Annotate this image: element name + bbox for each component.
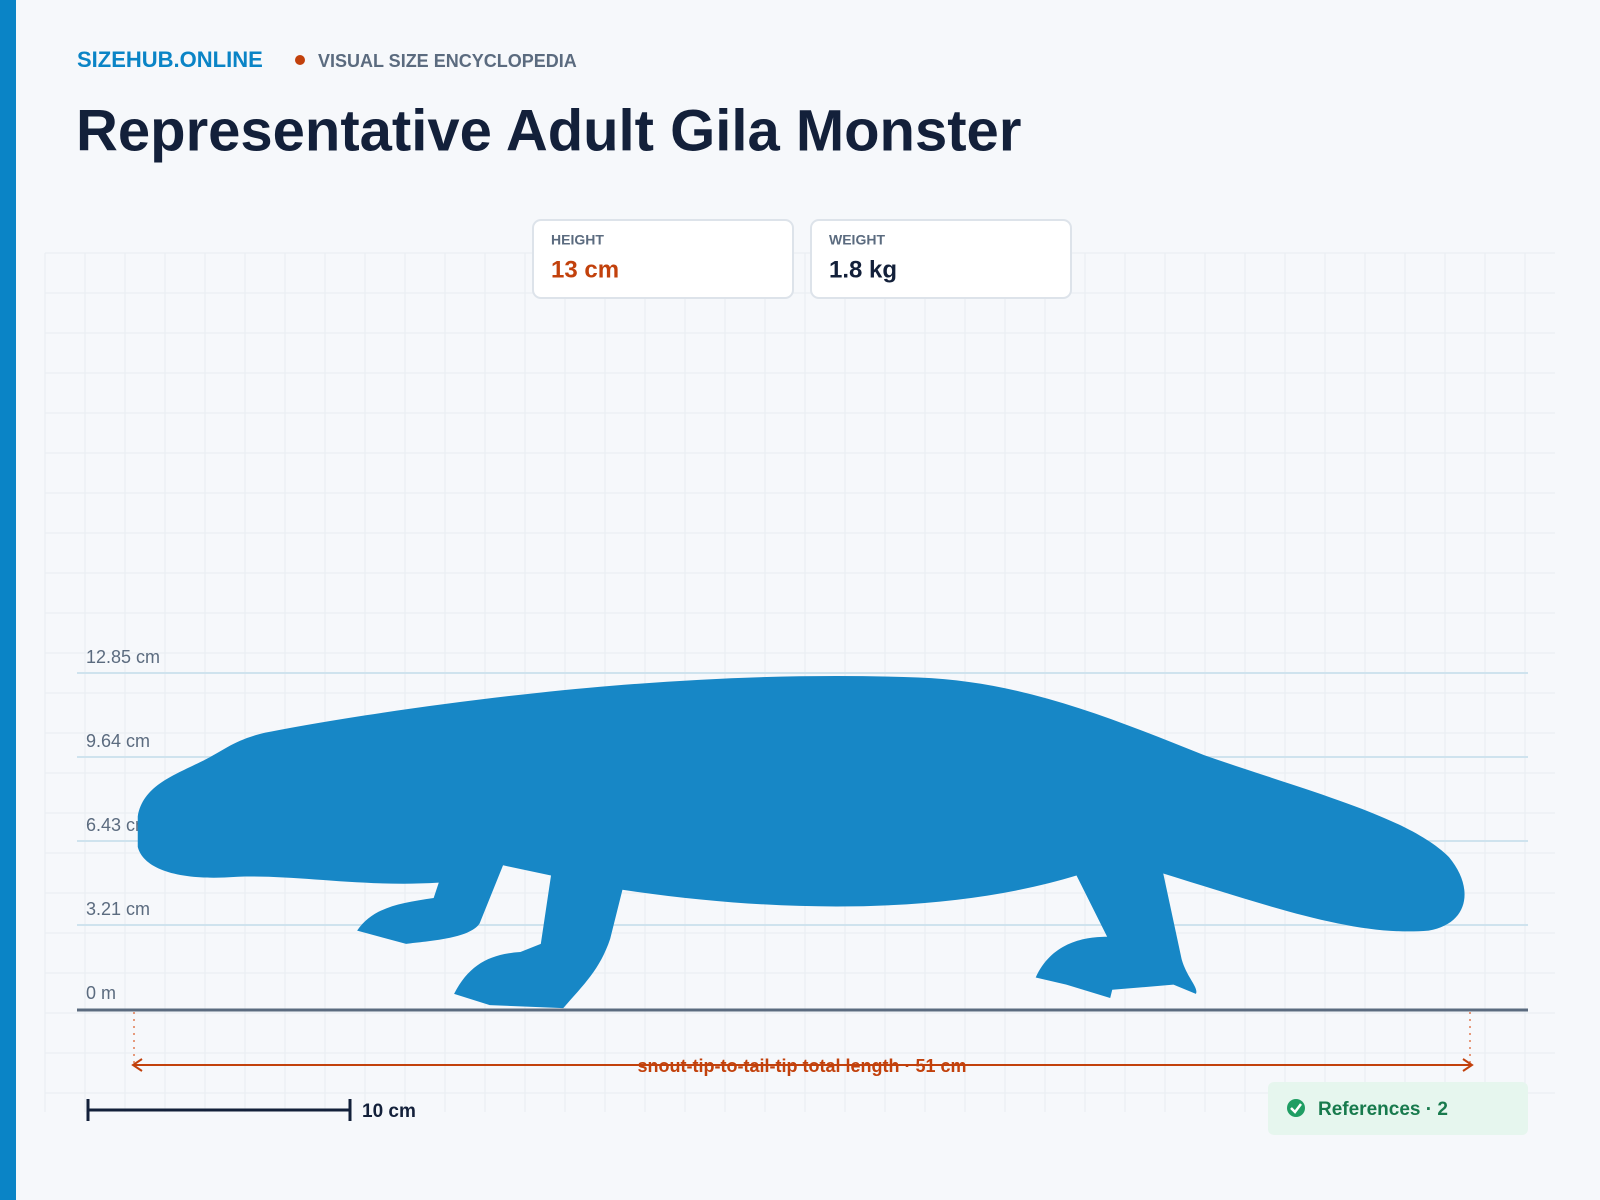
stat-card [532, 219, 794, 299]
height-label: 3.21 cm [86, 899, 150, 919]
accent-bar [0, 0, 16, 1200]
brand: SIZEHUB.ONLINE [77, 47, 263, 72]
check-icon [1287, 1099, 1305, 1117]
references[interactable]: References · 2 [1318, 1099, 1448, 1120]
height-label: 0 m [86, 983, 116, 1003]
silhouette-group [137, 675, 1465, 1009]
stat-label: HEIGHT [551, 232, 604, 248]
arrow-heads [131, 1058, 1474, 1072]
length-label: snout-tip-to-tail-tip total length · 51 … [638, 1056, 967, 1076]
height-label: 9.64 cm [86, 731, 150, 751]
stat-value: 13 cm [551, 256, 619, 283]
stat-value: 1.8 kg [829, 256, 897, 283]
title: Representative Adult Gila Monster [76, 98, 1021, 163]
height-label: 6.43 cm [86, 815, 150, 835]
scale-label: 10 cm [362, 1101, 416, 1122]
check-mark [1290, 1103, 1302, 1114]
stat-label: WEIGHT [829, 232, 885, 248]
stat-card [810, 219, 1072, 299]
tagline: VISUAL SIZE ENCYCLOPEDIA [318, 51, 577, 71]
references-box[interactable] [1268, 1082, 1528, 1135]
brand-dot [295, 55, 305, 65]
height-label: 12.85 cm [86, 647, 160, 667]
silhouette [137, 675, 1465, 1009]
